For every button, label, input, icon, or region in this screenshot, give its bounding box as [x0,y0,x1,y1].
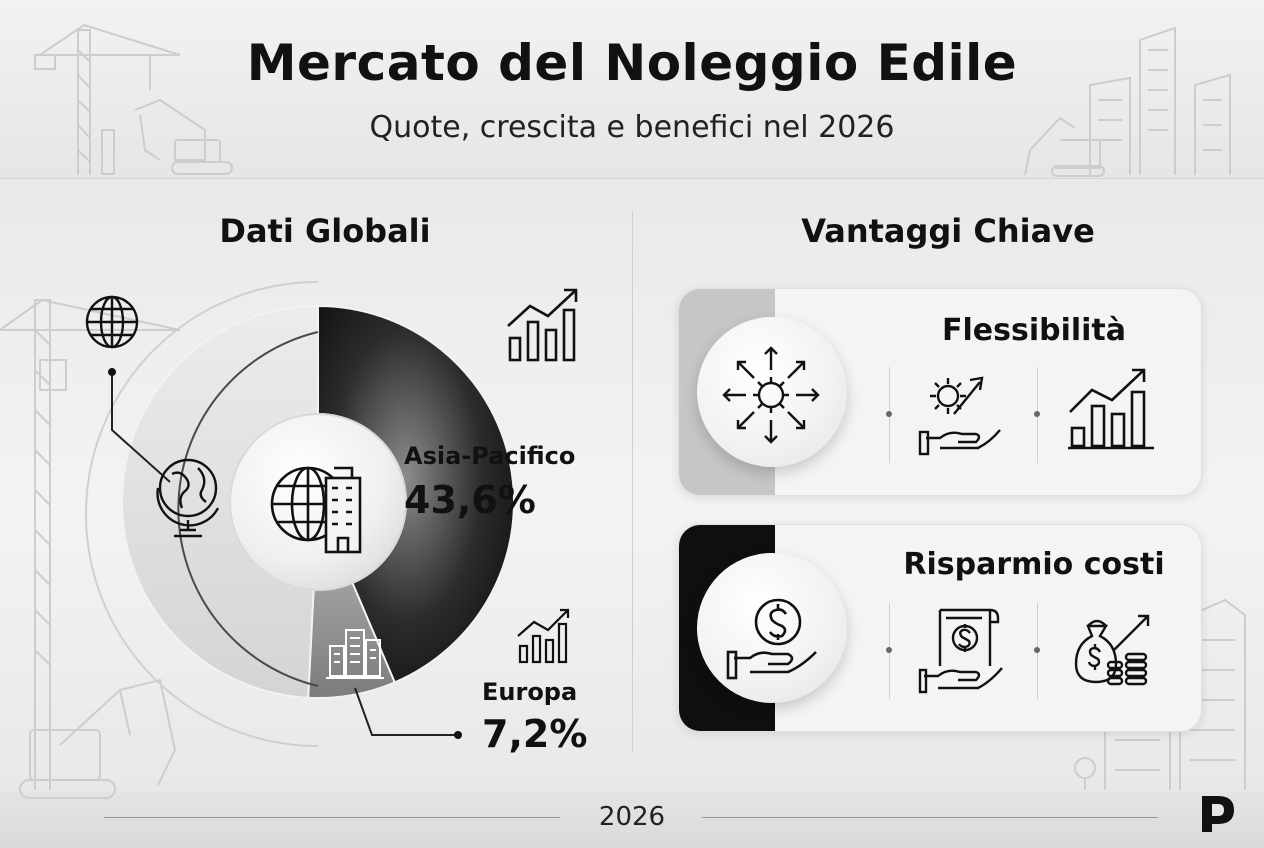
section-title-vantaggi-chiave: Vantaggi Chiave [801,212,1095,250]
slice-value-asia-pacifico: 43,6% [404,478,536,522]
card-icon-disc [697,553,847,703]
bar-growth-chart-icon [507,288,578,362]
globe-icon [85,295,139,349]
invoice-hand-icon [918,608,1003,694]
slice-value-europa: 7,2% [482,712,588,756]
leader-dot [108,368,116,376]
globe-skyscraper-icon [270,466,362,554]
leader-line-europa [354,687,458,736]
slice-label-asia-pacifico: Asia-Pacifico [404,442,576,470]
donut-hub [229,413,407,591]
section-title-dati-globali: Dati Globali [219,212,431,250]
card-separator-dot [886,411,892,417]
money-bag-coins-icon [1074,614,1150,686]
small-bar-growth-icon [517,608,570,664]
card-separator-dot [1034,647,1040,653]
inner-arc-decoration [177,331,319,687]
gear-growth-hand-icon [918,376,1001,456]
footer-line-left [104,817,560,818]
leader-line-globe [111,372,171,483]
leader-dot [454,731,462,739]
card-separator-dot [886,647,892,653]
card-title-risparmio-costi: Risparmio costi [903,547,1165,582]
page-title: Mercato del Noleggio Edile [246,34,1018,92]
card-risparmio-costi: Risparmio costi [678,524,1202,732]
card-title-flessibilita: Flessibilità [941,313,1127,348]
expand-arrows-gear-icon [722,346,820,444]
page-subtitle: Quote, crescita e benefici nel 2026 [369,110,895,145]
header-band [0,0,1264,179]
vertical-divider [632,212,633,752]
city-buildings-icon [326,629,384,679]
card-separator-dot [1034,411,1040,417]
footer-line-right [702,817,1158,818]
brand-logo-icon [1202,796,1234,832]
bar-growth-chart-icon [1068,368,1154,450]
outer-arc-decoration [85,281,319,747]
footer-band [0,792,1264,848]
footer-year: 2026 [598,802,666,832]
slice-label-europa: Europa [482,678,578,706]
dollar-hand-icon [726,598,817,680]
desk-globe-icon [156,458,220,538]
